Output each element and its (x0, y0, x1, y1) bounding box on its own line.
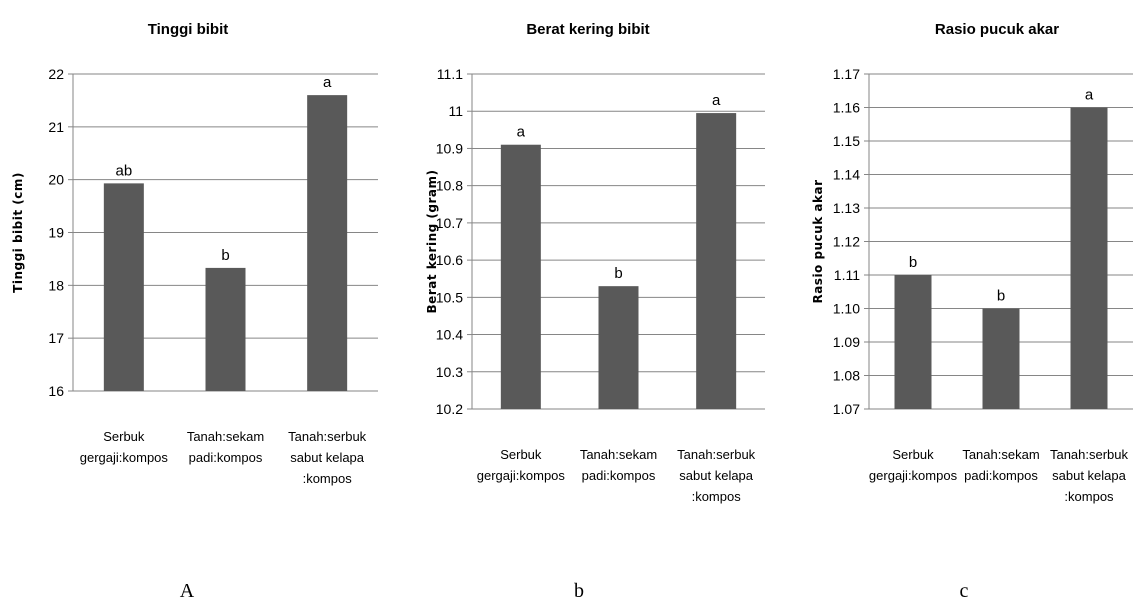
x-category-label: Serbuk gergaji:kompos (80, 429, 169, 465)
x-category-label: Tanah:sekam padi:kompos (580, 447, 657, 483)
x-category-label: Tanah:serbuk sabut kelapa:kompos (288, 429, 367, 486)
bar-significance-label: b (909, 254, 917, 271)
y-tick-label: 11.1 (437, 66, 463, 82)
x-category-label: Tanah:sekam padi:kompos (962, 447, 1039, 483)
y-tick-label: 18 (48, 277, 64, 293)
y-tick-label: 20 (48, 172, 64, 188)
y-tick-label: 10.6 (436, 252, 463, 268)
y-axis-label: Tinggi bibit (cm) (11, 172, 25, 293)
y-tick-label: 10.4 (436, 327, 463, 343)
bar (894, 275, 932, 409)
bar (1070, 107, 1108, 409)
bar-significance-label: a (1085, 87, 1094, 104)
x-category-label: Tanah:serbuk sabut kelapa:kompos (677, 447, 756, 504)
y-tick-label: 1.13 (833, 200, 860, 216)
y-tick-label: 16 (48, 383, 64, 399)
bar-significance-label: a (712, 92, 721, 109)
bar (205, 267, 246, 391)
chart-title: Tinggi bibit (148, 21, 229, 38)
x-category-label: Serbuk gergaji:kompos (869, 447, 958, 483)
x-category-label: Tanah:sekam padi:kompos (187, 429, 264, 465)
bar-significance-label: b (614, 265, 622, 282)
bar (598, 286, 639, 409)
y-tick-label: 1.17 (833, 66, 860, 82)
y-tick-label: 10.9 (436, 140, 463, 156)
x-category-label: Serbuk gergaji:kompos (477, 447, 566, 483)
y-tick-label: 10.7 (436, 215, 463, 231)
bar (103, 183, 144, 391)
y-tick-label: 19 (48, 225, 64, 241)
y-tick-label: 10.5 (436, 289, 463, 305)
y-tick-label: 11 (448, 103, 463, 119)
y-axis-label: Berat kering (gram) (425, 170, 439, 314)
bar-significance-label: ab (115, 162, 132, 179)
y-tick-label: 1.11 (834, 267, 860, 283)
bar (982, 308, 1020, 409)
bar-significance-label: b (221, 247, 229, 264)
bar-significance-label: b (997, 288, 1005, 305)
y-tick-label: 1.07 (833, 401, 860, 417)
panel-label-a: A (179, 580, 195, 602)
y-tick-label: 17 (48, 330, 64, 346)
chart-rasio-pucuk-akar-svg: Rasio pucuk akar Rasio pucuk akar 1.07 1.08… (811, 21, 1133, 504)
y-tick-label: 21 (48, 119, 64, 135)
y-tick-label: 1.15 (833, 133, 860, 149)
chart-tinggi-bibit-svg: Tinggi bibit Tinggi bibit (cm) 16 17 18 19 20 2… (11, 21, 378, 486)
bar (696, 113, 737, 409)
y-tick-label: 22 (48, 66, 64, 82)
chart-panel-rasio-pucuk-akar: Rasio pucuk akar Rasio pucuk akar 1.07 1.08… (772, 0, 1136, 560)
y-tick-label: 1.16 (833, 100, 860, 116)
x-category-label: Tanah:serbuk sabut kelapa:kompos (1050, 447, 1129, 504)
chart-title: Rasio pucuk akar (935, 21, 1059, 38)
y-tick-label: 1.12 (833, 234, 860, 250)
chart-panel-tinggi-bibit: Tinggi bibit Tinggi bibit (cm) 16 17 18 19 20 2… (0, 0, 380, 560)
y-tick-label: 10.2 (436, 401, 463, 417)
y-tick-label: 1.10 (833, 301, 860, 317)
bar-significance-label: a (323, 74, 332, 91)
y-tick-label: 1.14 (833, 167, 860, 183)
bar (500, 144, 541, 409)
chart-title: Berat kering bibit (526, 21, 649, 38)
y-tick-label: 1.08 (833, 368, 860, 384)
bar-significance-label: a (517, 124, 526, 141)
y-tick-label: 1.09 (833, 334, 860, 350)
y-axis-label: Rasio pucuk akar (811, 179, 825, 303)
bar (307, 95, 348, 391)
panel-label-b: b (574, 580, 584, 602)
y-tick-label: 10.3 (436, 364, 463, 380)
chart-panel-berat-kering-bibit: Berat kering bibit Berat kering (gram) 10.… (380, 0, 772, 560)
y-tick-label: 10.8 (436, 178, 463, 194)
panel-label-c: c (959, 580, 969, 602)
